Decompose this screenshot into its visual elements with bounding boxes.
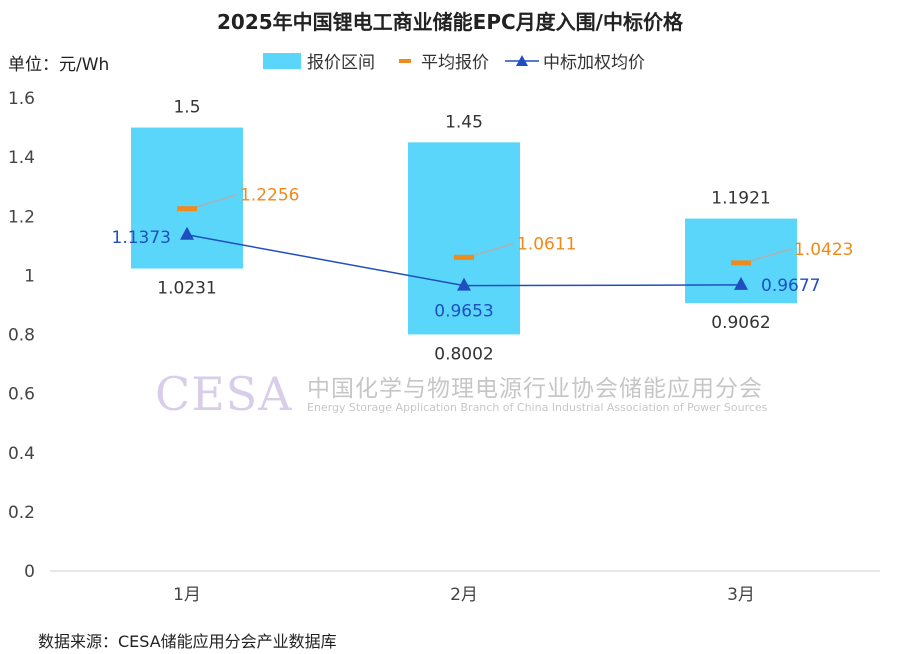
y-tick-label: 1 [24,266,35,286]
range-low-label: 0.9062 [711,313,770,333]
legend-item-avg: 平均报价 [391,48,489,73]
avg-leader-line [473,242,515,257]
avg-label: 1.2256 [240,186,299,206]
y-tick-label: 0.2 [8,503,35,523]
y-tick-label: 0.6 [8,385,35,405]
avg-leader-line [196,193,238,208]
y-tick-label: 1.2 [8,207,35,227]
legend-range-label: 报价区间 [307,53,375,73]
avg-leader-line [750,248,792,262]
range-high-label: 1.5 [173,98,200,118]
x-tick-label: 2月 [450,585,478,605]
avg-marker [454,254,474,260]
watermark-en: Energy Storage Application Branch of Chi… [307,401,768,414]
chart-title: 2025年中国锂电工商业储能EPC月度入围/中标价格 [217,10,683,34]
weighted-label: 0.9677 [761,276,820,296]
avg-marker [731,260,751,266]
y-tick-label: 1.6 [8,89,35,109]
y-tick-label: 0.8 [8,326,35,346]
x-tick-label: 3月 [727,585,755,605]
weighted-label: 0.9653 [434,302,493,322]
legend-range-swatch [263,52,301,69]
y-tick-label: 1.4 [8,148,35,168]
avg-label: 1.0611 [517,234,576,254]
weighted-label: 1.1373 [112,228,171,248]
watermark-logo: CESA [155,367,293,421]
legend-avg-swatch [399,58,411,63]
x-tick-label: 1月 [173,585,201,605]
source-note: 数据来源：CESA储能应用分会产业数据库 [38,632,337,651]
unit-label: 单位：元/Wh [8,55,110,75]
range-bar [408,142,520,335]
range-low-label: 0.8002 [434,344,493,364]
range-high-label: 1.45 [445,112,483,132]
avg-marker [177,206,197,212]
range-low-label: 1.0231 [157,279,216,299]
legend-item-weighted: 中标加权均价 [505,48,645,73]
weighted-point [457,277,471,291]
legend: 报价区间 平均报价 中标加权均价 [263,48,661,73]
weighted-point [734,276,748,290]
y-tick-label: 0.4 [8,444,35,464]
legend-weighted-swatch [505,54,539,66]
legend-avg-label: 平均报价 [421,53,489,73]
y-tick-label: 0 [24,562,35,582]
watermark-cn: 中国化学与物理电源行业协会储能应用分会 [307,376,763,402]
legend-item-range: 报价区间 [263,48,375,73]
avg-label: 1.0423 [794,240,853,260]
legend-weighted-label: 中标加权均价 [543,53,645,73]
range-high-label: 1.1921 [711,189,770,209]
weighted-point [180,226,194,240]
